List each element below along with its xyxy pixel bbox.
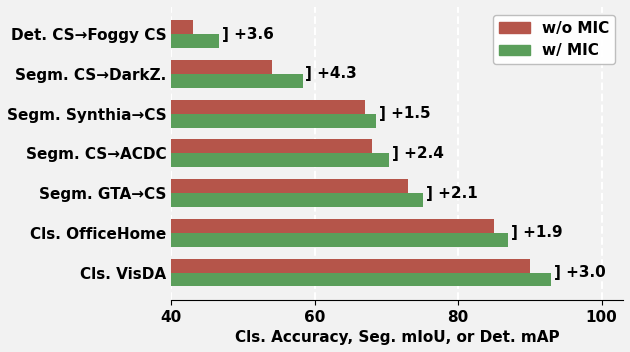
Bar: [171, 74, 302, 88]
Bar: [171, 259, 530, 272]
Text: ] +2.1: ] +2.1: [426, 186, 478, 201]
Bar: [171, 139, 372, 153]
Bar: [171, 114, 375, 127]
Text: ] +1.5: ] +1.5: [379, 106, 430, 121]
Bar: [171, 60, 272, 74]
Text: ] +1.9: ] +1.9: [510, 225, 562, 240]
Bar: [171, 20, 193, 34]
Text: ] +3.0: ] +3.0: [554, 265, 606, 280]
Legend: w/o MIC, w/ MIC: w/o MIC, w/ MIC: [493, 14, 616, 64]
Bar: [171, 34, 219, 48]
Text: ] +3.6: ] +3.6: [222, 27, 273, 42]
Bar: [171, 233, 508, 247]
Text: ] +2.4: ] +2.4: [392, 146, 444, 161]
Bar: [171, 100, 365, 114]
X-axis label: Cls. Accuracy, Seg. mIoU, or Det. mAP: Cls. Accuracy, Seg. mIoU, or Det. mAP: [235, 330, 559, 345]
Text: ] +4.3: ] +4.3: [306, 67, 357, 81]
Bar: [171, 179, 408, 193]
Bar: [171, 219, 494, 233]
Bar: [171, 193, 423, 207]
Bar: [171, 272, 551, 287]
Bar: [171, 153, 389, 167]
